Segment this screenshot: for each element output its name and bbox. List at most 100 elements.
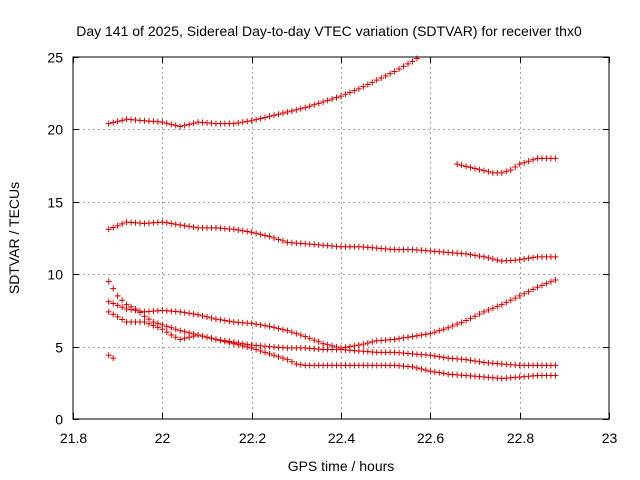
- data-point: [288, 107, 295, 114]
- data-point: [378, 74, 385, 81]
- data-point: [235, 341, 242, 348]
- data-point: [119, 316, 126, 323]
- data-point: [230, 120, 237, 127]
- data-point: [195, 332, 202, 339]
- data-point: [279, 326, 286, 333]
- data-point: [512, 295, 519, 302]
- data-point: [284, 356, 291, 363]
- data-point: [114, 292, 121, 299]
- data-point: [239, 342, 246, 349]
- x-tick-label: 22.2: [239, 430, 266, 446]
- data-point: [534, 284, 541, 291]
- data-point: [181, 309, 188, 316]
- data-point: [422, 331, 429, 338]
- data-point: [159, 119, 166, 126]
- data-point: [279, 237, 286, 244]
- data-point: [547, 278, 554, 285]
- data-point: [163, 323, 170, 330]
- data-point: [454, 321, 461, 328]
- data-point: [154, 324, 161, 331]
- data-point: [463, 317, 470, 324]
- data-point: [422, 367, 429, 374]
- data-point: [137, 309, 143, 316]
- data-point: [195, 311, 202, 318]
- data-point: [288, 358, 295, 365]
- data-point: [199, 312, 206, 319]
- data-point: [105, 278, 112, 285]
- data-point: [315, 338, 322, 345]
- data-point: [467, 251, 474, 258]
- data-point: [163, 219, 170, 226]
- data-point: [163, 120, 170, 127]
- data-point: [266, 350, 273, 357]
- data-point: [431, 368, 438, 375]
- data-point: [226, 339, 233, 346]
- data-point: [503, 168, 510, 175]
- data-point: [342, 91, 349, 98]
- data-point: [262, 349, 269, 356]
- data-point: [190, 311, 197, 318]
- data-point: [110, 119, 117, 126]
- data-point: [516, 256, 523, 263]
- data-point: [387, 70, 394, 77]
- data-point: [217, 337, 224, 344]
- series-sat-a: [105, 55, 420, 130]
- data-point: [552, 155, 559, 162]
- data-point: [360, 341, 367, 348]
- data-point: [521, 290, 528, 297]
- data-point: [489, 255, 496, 262]
- data-point: [235, 227, 242, 234]
- series-sat-b: [454, 155, 559, 176]
- data-point: [217, 316, 224, 323]
- data-point: [248, 229, 255, 236]
- data-point: [253, 321, 260, 328]
- data-point: [396, 65, 403, 72]
- data-point: [275, 111, 282, 118]
- data-point: [503, 299, 510, 306]
- data-point: [472, 252, 478, 259]
- data-point: [467, 357, 474, 364]
- data-point: [271, 352, 277, 359]
- data-point: [400, 334, 407, 341]
- data-point: [132, 305, 139, 312]
- data-point: [110, 355, 117, 362]
- data-point: [530, 286, 537, 293]
- data-point: [552, 276, 559, 283]
- data-point: [172, 334, 179, 341]
- data-point: [400, 63, 407, 70]
- data-point: [110, 300, 117, 307]
- data-point: [539, 282, 545, 289]
- gridlines: [73, 57, 609, 419]
- data-points: [105, 55, 559, 382]
- data-point: [355, 342, 362, 349]
- data-point: [266, 323, 273, 330]
- data-point: [186, 223, 193, 230]
- data-point: [105, 352, 112, 359]
- data-point: [145, 320, 152, 327]
- chart-title: Day 141 of 2025, Sidereal Day-to-day VTE…: [76, 23, 582, 39]
- series-sat-g: [105, 352, 117, 362]
- data-point: [530, 254, 537, 261]
- data-point: [262, 322, 269, 329]
- data-point: [440, 370, 447, 377]
- data-point: [476, 166, 483, 173]
- data-point: [418, 366, 425, 373]
- data-point: [275, 353, 282, 360]
- data-point: [382, 72, 389, 79]
- data-point: [476, 358, 483, 365]
- data-point: [440, 326, 447, 333]
- data-point: [391, 336, 398, 343]
- data-point: [105, 120, 112, 127]
- data-point: [212, 316, 219, 323]
- data-point: [244, 343, 251, 350]
- data-point: [405, 60, 411, 67]
- data-point: [480, 167, 487, 174]
- data-point: [297, 361, 304, 368]
- data-point: [279, 355, 286, 362]
- data-point: [494, 257, 501, 264]
- data-point: [409, 58, 416, 65]
- data-point: [284, 327, 291, 334]
- data-point: [110, 285, 117, 292]
- data-point: [284, 109, 291, 116]
- data-point: [235, 119, 242, 126]
